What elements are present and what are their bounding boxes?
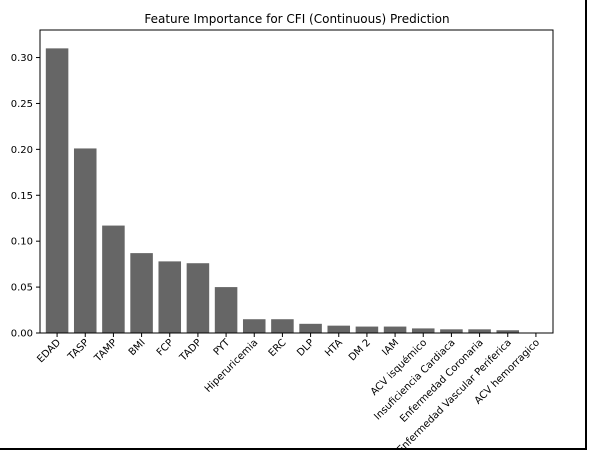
bar <box>74 148 97 333</box>
bar <box>158 261 181 333</box>
x-tick-label: TAMP <box>92 337 119 364</box>
bar <box>215 287 238 333</box>
y-tick-label: 0.05 <box>11 283 33 294</box>
y-tick-label: 0.30 <box>11 53 33 64</box>
y-tick-label: 0.25 <box>11 99 33 110</box>
x-tick-label: DM 2 <box>347 337 373 363</box>
x-tick-label: IAM <box>380 337 401 358</box>
x-tick-label: FCP <box>155 337 176 358</box>
x-tick-label: BMI <box>127 337 148 358</box>
x-tick-label: Hiperuricemia <box>203 337 261 395</box>
bar <box>299 324 322 333</box>
x-tick-label: TASP <box>66 337 92 363</box>
bar <box>384 327 407 333</box>
bar <box>356 327 379 333</box>
x-tick-label: HTA <box>323 337 345 359</box>
bar <box>327 326 350 333</box>
x-tick-label: TADP <box>177 337 204 364</box>
chart-title: Feature Importance for CFI (Continuous) … <box>144 12 449 26</box>
y-tick-label: 0.10 <box>11 237 33 248</box>
bar <box>46 48 69 333</box>
x-tick-label: ERC <box>267 337 289 359</box>
bars <box>46 48 547 333</box>
bar <box>412 328 435 333</box>
bar <box>271 319 294 333</box>
x-tick-label: EDAD <box>35 337 63 365</box>
y-tick-label: 0.00 <box>11 329 33 340</box>
bar <box>187 263 210 333</box>
y-tick-label: 0.15 <box>11 191 33 202</box>
bar <box>468 329 491 333</box>
bar <box>130 253 153 333</box>
x-tick-label: PYT <box>212 337 233 358</box>
bar <box>102 226 125 333</box>
y-tick-label: 0.20 <box>11 145 33 156</box>
bar <box>243 319 266 333</box>
x-tick-label: DLP <box>295 337 316 358</box>
y-axis: 0.00 0.05 0.10 0.15 0.20 0.25 0.30 <box>11 53 40 339</box>
bar <box>440 329 463 333</box>
